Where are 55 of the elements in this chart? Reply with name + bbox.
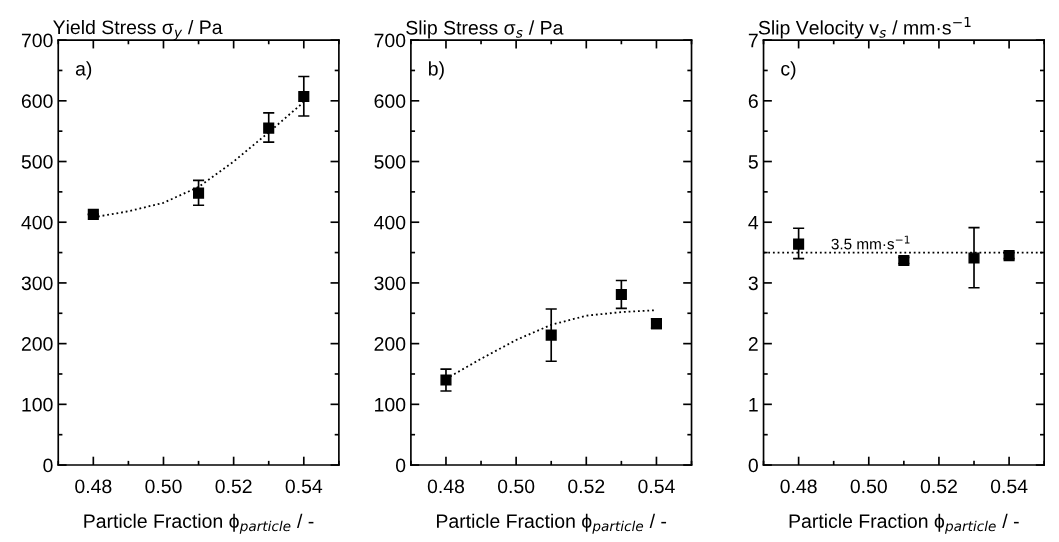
x-axis-title: Particle Fraction ϕ$_{particle}$ / - bbox=[437, 513, 667, 534]
x-axis-title: Particle Fraction ϕ$_{particle}$ / - bbox=[84, 513, 314, 534]
y-tick-label: 700 bbox=[21, 33, 53, 48]
y-tick-label: 2 bbox=[748, 337, 758, 351]
y-tick-label: 4 bbox=[748, 215, 759, 230]
x-tick-label: 0.50 bbox=[497, 479, 535, 494]
y-tick-label: 500 bbox=[21, 154, 53, 169]
y-tick-label: 600 bbox=[21, 94, 53, 109]
point bbox=[298, 91, 310, 103]
y-tick-label: 400 bbox=[374, 215, 406, 230]
annotation: c) bbox=[781, 61, 796, 80]
x-tick-label: 0.52 bbox=[920, 479, 957, 494]
y-tick-label: 300 bbox=[374, 276, 406, 291]
annotation: b) bbox=[428, 61, 444, 80]
ref-line-label: 3.5 mm·s$^{−1}$ bbox=[831, 235, 910, 250]
y-tick-label: 200 bbox=[374, 337, 406, 351]
y-tick-label: 1 bbox=[749, 398, 758, 412]
chart-title: Slip Velocity v$_{s}$ / mm·s$^{−1}$ bbox=[758, 17, 971, 39]
y-tick-label: 400 bbox=[21, 215, 53, 230]
point bbox=[968, 252, 980, 264]
chart-title: Yield Stress σ$_{y}$ / Pa bbox=[53, 19, 223, 40]
point bbox=[615, 288, 627, 301]
point bbox=[793, 238, 805, 250]
x-tick-label: 0.50 bbox=[850, 479, 887, 494]
annotation: a) bbox=[75, 61, 92, 80]
y-tick-label: 700 bbox=[374, 33, 406, 48]
y-tick-label: 7 bbox=[748, 33, 758, 48]
x-tick-label: 0.50 bbox=[145, 479, 182, 494]
y-tick-label: 300 bbox=[21, 276, 53, 291]
x-tick-label: 0.48 bbox=[75, 479, 112, 494]
y-tick-label: 0 bbox=[395, 458, 406, 473]
y-tick-label: 500 bbox=[374, 154, 406, 169]
point bbox=[545, 329, 557, 341]
y-tick-label: 200 bbox=[21, 337, 53, 351]
x-tick-label: 0.52 bbox=[568, 479, 605, 494]
point bbox=[263, 122, 275, 134]
x-tick-label: 0.54 bbox=[285, 479, 323, 494]
y-tick-label: 600 bbox=[374, 94, 406, 109]
y-tick-label: 100 bbox=[22, 397, 53, 412]
x-axis-title: Particle Fraction ϕ$_{particle}$ / - bbox=[789, 513, 1019, 534]
y-tick-label: 3 bbox=[748, 276, 758, 291]
y-tick-label: 0 bbox=[748, 458, 758, 473]
x-tick-label: 0.54 bbox=[638, 479, 675, 494]
y-tick-label: 6 bbox=[748, 94, 758, 109]
x-tick-label: 0.54 bbox=[990, 479, 1028, 494]
point bbox=[87, 208, 99, 220]
x-tick-label: 0.48 bbox=[780, 479, 817, 494]
x-tick-label: 0.48 bbox=[427, 479, 465, 494]
y-tick-label: 5 bbox=[748, 155, 758, 169]
point bbox=[193, 187, 205, 199]
y-tick-label: 0 bbox=[43, 458, 53, 473]
point bbox=[440, 374, 452, 386]
y-tick-label: 100 bbox=[375, 397, 406, 412]
chart-title: Slip Stress σ$_{s}$ / Pa bbox=[406, 20, 564, 39]
x-tick-label: 0.52 bbox=[215, 479, 252, 494]
